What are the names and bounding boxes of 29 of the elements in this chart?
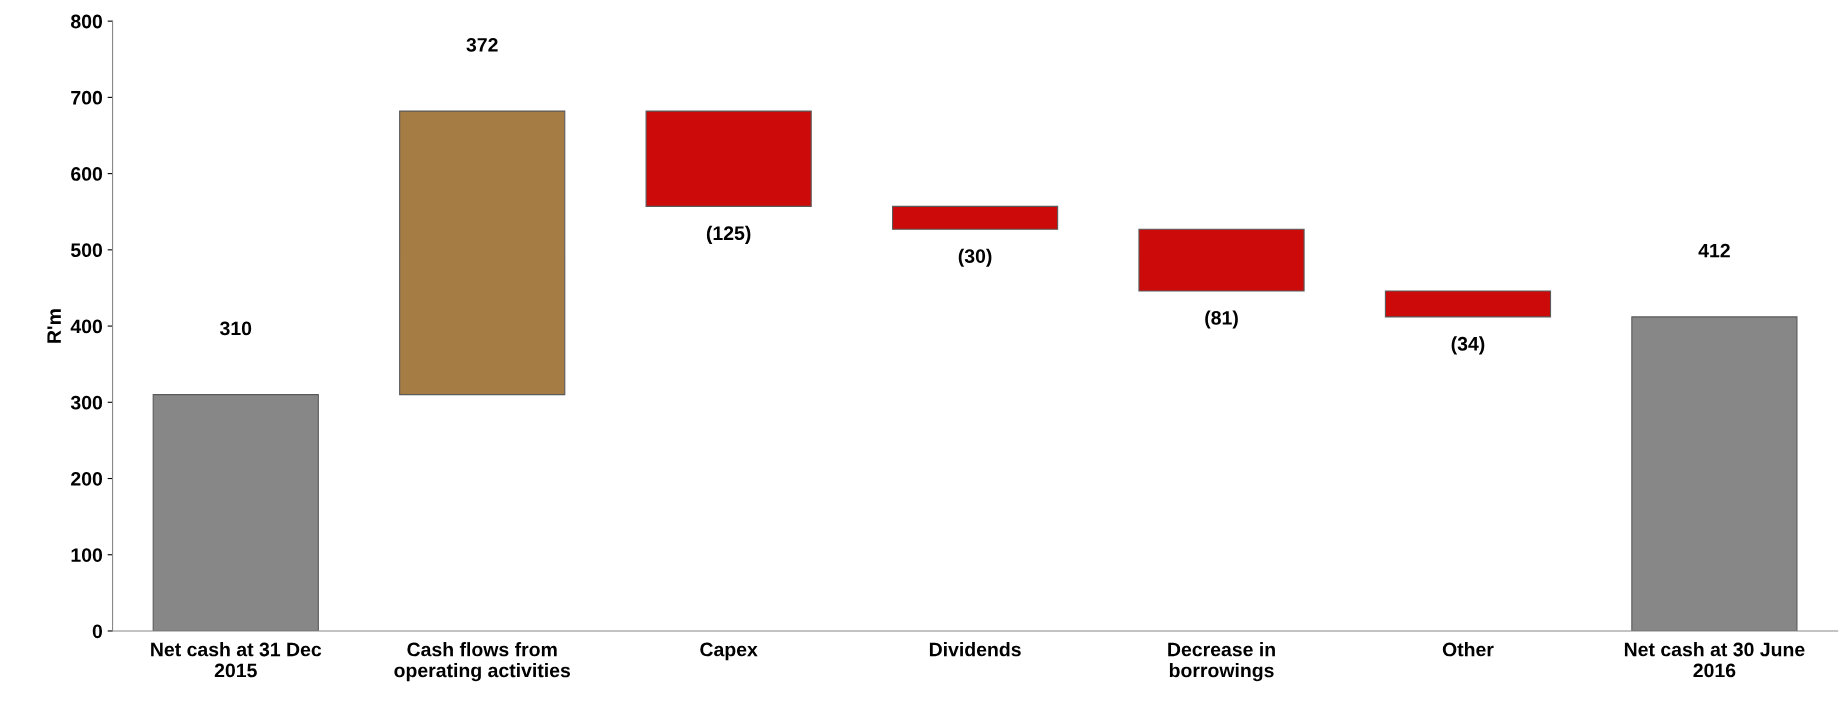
bar bbox=[891, 205, 1059, 230]
bar bbox=[399, 110, 566, 396]
data-label: 310 bbox=[219, 321, 252, 336]
y-tick-label: 100 bbox=[71, 548, 103, 562]
y-axis-title: R'm bbox=[47, 309, 61, 343]
y-tick-label: 700 bbox=[71, 90, 103, 105]
data-label: (30) bbox=[958, 248, 992, 267]
data-label: (81) bbox=[1205, 310, 1238, 329]
x-tick-label: Capex bbox=[700, 642, 758, 661]
y-tick-label: 600 bbox=[71, 167, 103, 181]
x-tick-label: Net cash at 30 June 2016 bbox=[1624, 642, 1805, 678]
y-tick-label: 0 bbox=[92, 624, 103, 639]
data-label: 412 bbox=[1698, 243, 1730, 258]
data-label: 372 bbox=[466, 37, 498, 52]
data-label: (34) bbox=[1451, 336, 1485, 355]
x-tick-label: Other bbox=[1442, 642, 1494, 657]
y-tick-label: 300 bbox=[70, 395, 103, 410]
y-tick-label: 200 bbox=[71, 471, 103, 486]
bar bbox=[1138, 228, 1305, 292]
bar bbox=[1384, 290, 1552, 318]
y-tick-label: 400 bbox=[70, 319, 103, 334]
data-label: (125) bbox=[706, 225, 751, 244]
x-tick-label: Dividends bbox=[929, 642, 1021, 657]
y-tick-label: 800 bbox=[71, 14, 103, 29]
x-tick-label: Net cash at 31 Dec 2015 bbox=[151, 642, 322, 678]
y-tick-label: 500 bbox=[70, 243, 103, 258]
x-tick-label: Decrease in borrowings bbox=[1168, 642, 1275, 682]
x-tick-label: Cash flows from operating activities bbox=[394, 642, 571, 682]
bar bbox=[645, 110, 812, 207]
